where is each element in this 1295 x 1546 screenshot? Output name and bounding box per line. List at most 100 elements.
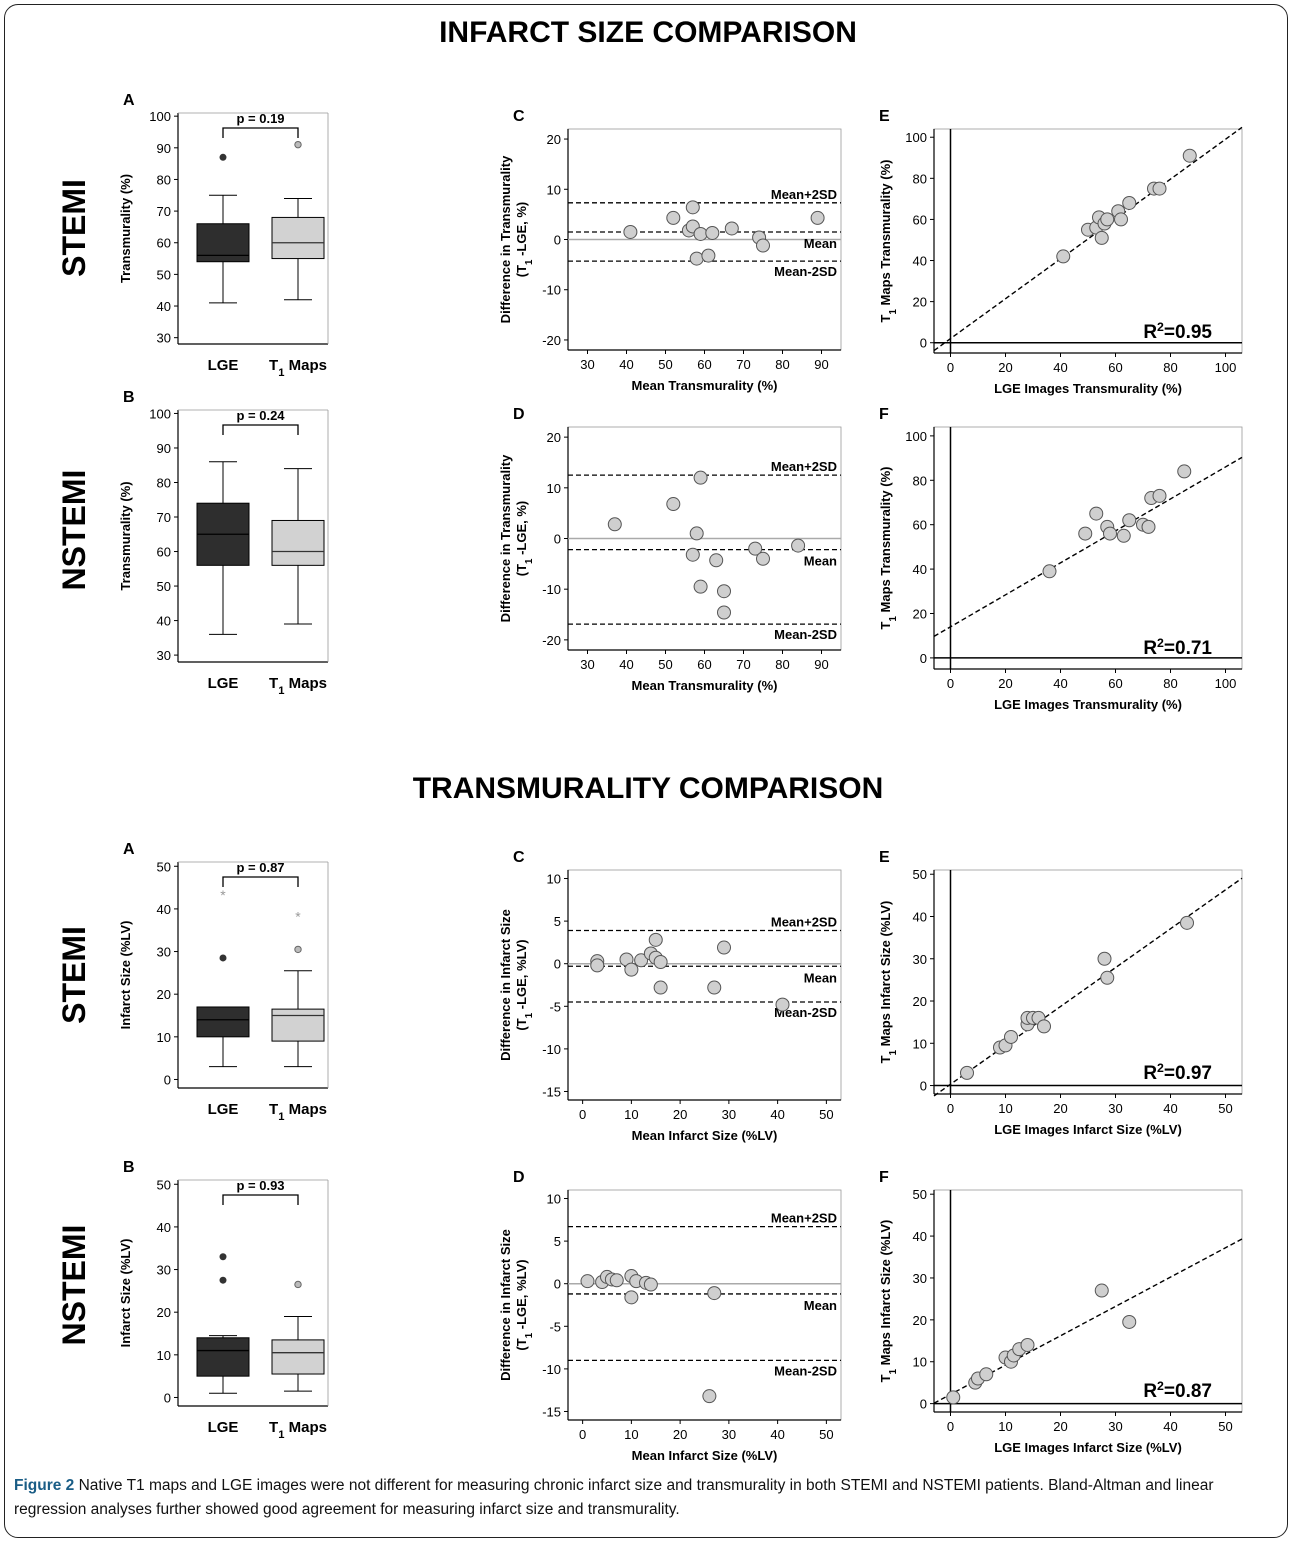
box-t1 <box>271 1008 325 1042</box>
x-tick-label: 80 <box>775 357 789 372</box>
caption-text: Native T1 maps and LGE images were not d… <box>14 1477 1214 1518</box>
chart-s1D: D -20 -10 0 10 20 30 40 50 60 70 80 90 Mean Transmura… <box>498 406 842 693</box>
y-tick-label: 0 <box>920 1397 927 1412</box>
x-tick-label: 0 <box>947 1419 954 1434</box>
y-axis-label: T1 Maps Infarct Size (%LV) <box>878 1220 899 1383</box>
x-category-t1: T1 Maps <box>269 675 327 697</box>
data-point <box>1177 464 1192 479</box>
panel-letter: C <box>513 108 525 125</box>
y-tick-label: -10 <box>542 283 561 298</box>
x-tick-label: 80 <box>775 657 789 672</box>
chart-s1E: E 0 20 40 60 80 100 0 20 40 60 80 100 LGE Images Tran… <box>878 108 1243 396</box>
x-tick-label: 10 <box>998 1419 1012 1434</box>
y-tick-label: 0 <box>554 957 561 972</box>
y-axis-label: (T1 -LGE, %) <box>514 501 535 577</box>
x-axis-label: Mean Infarct Size (%LV) <box>632 1128 778 1143</box>
data-point <box>693 579 708 594</box>
y-tick-label: 30 <box>913 952 927 967</box>
label-mean: Mean <box>804 554 837 569</box>
data-point <box>653 955 668 969</box>
data-point <box>666 210 681 225</box>
y-tick-label: 30 <box>157 945 171 960</box>
y-tick-label: -5 <box>549 1319 561 1334</box>
box-lge <box>196 1337 250 1377</box>
data-point <box>666 497 681 512</box>
label-lower: Mean-2SD <box>774 627 837 642</box>
outlier-t1 <box>294 945 302 954</box>
x-axis-label: LGE Images Infarct Size (%LV) <box>994 1440 1182 1455</box>
y-tick-label: 70 <box>157 204 171 219</box>
chart-s2B: B 0 10 20 30 40 50 Infarct Size (%LV) LGE T1 Maps… <box>118 1159 329 1441</box>
x-tick-label: 50 <box>819 1107 833 1122</box>
y-tick-label: 10 <box>547 182 561 197</box>
chart-s1C: C -20 -10 0 10 20 30 40 50 60 70 80 90 Mean Transmura… <box>498 108 842 393</box>
y-tick-label: 90 <box>157 441 171 456</box>
data-point <box>756 238 770 253</box>
data-point <box>702 1389 717 1404</box>
y-tick-label: 30 <box>157 1263 171 1278</box>
data-point <box>960 1065 974 1080</box>
x-axis-label: LGE Images Transmurality (%) <box>994 697 1182 712</box>
data-point <box>756 551 770 566</box>
y-tick-label: -20 <box>542 333 561 348</box>
y-axis-label: Difference in Transmurality <box>498 454 513 622</box>
x-tick-label: 20 <box>673 1107 687 1122</box>
x-tick-label: 30 <box>580 657 594 672</box>
y-tick-label: 0 <box>164 1072 171 1087</box>
data-point <box>717 940 731 955</box>
outlier-star-lge: * <box>220 887 226 903</box>
x-tick-label: 30 <box>1108 1419 1122 1434</box>
x-tick-label: 60 <box>697 357 711 372</box>
box-lge <box>196 1006 250 1038</box>
y-tick-label: 100 <box>905 429 927 444</box>
y-tick-label: 90 <box>157 141 171 156</box>
panel-letter: A <box>123 841 135 858</box>
chart-s2A: A 0 10 20 30 40 50 Infarct Size (%LV) * LGE * T1 Ma… <box>118 841 329 1123</box>
x-tick-label: 20 <box>998 360 1012 375</box>
data-point <box>1037 1019 1051 1034</box>
x-tick-label: 30 <box>722 1107 736 1122</box>
x-tick-label: 60 <box>697 657 711 672</box>
plot-frame <box>933 426 1243 670</box>
data-point <box>810 210 825 225</box>
plot-frame <box>933 869 1243 1095</box>
y-tick-label: 10 <box>913 1355 927 1370</box>
y-tick-label: 40 <box>157 902 171 917</box>
data-point <box>707 980 722 995</box>
x-tick-label: 60 <box>1108 676 1122 691</box>
box-t1 <box>271 216 325 260</box>
y-axis-label: Transmurality (%) <box>118 174 133 283</box>
data-point <box>1100 970 1115 985</box>
x-tick-label: 40 <box>619 657 633 672</box>
figure-frame <box>4 4 1288 1538</box>
data-point <box>705 225 720 240</box>
caption-label: Figure 2 <box>14 1477 75 1494</box>
x-tick-label: 10 <box>624 1427 638 1442</box>
r-squared-label: R2=0.71 <box>1143 636 1212 659</box>
y-tick-label: 20 <box>913 994 927 1009</box>
label-mean: Mean <box>804 970 837 985</box>
data-point <box>1114 212 1128 227</box>
outlier-t1 <box>294 140 302 149</box>
label-lower: Mean-2SD <box>774 1005 837 1020</box>
y-tick-label: 10 <box>547 872 561 887</box>
x-tick-label: 50 <box>1218 1419 1232 1434</box>
box-t1 <box>271 519 325 566</box>
x-tick-label: 20 <box>1053 1101 1067 1116</box>
x-category-lge: LGE <box>208 1419 239 1436</box>
y-tick-label: 20 <box>157 987 171 1002</box>
y-tick-label: 0 <box>554 233 561 248</box>
data-point <box>1094 230 1109 245</box>
y-tick-label: 50 <box>157 267 171 282</box>
data-point <box>1097 951 1112 966</box>
x-tick-label: 90 <box>814 657 828 672</box>
panel-letter: B <box>123 1159 135 1176</box>
y-tick-label: 50 <box>157 579 171 594</box>
y-tick-label: 40 <box>157 614 171 629</box>
data-point <box>623 224 638 239</box>
outlier-star-t1: * <box>295 908 301 924</box>
data-point <box>634 953 649 968</box>
x-tick-label: 30 <box>580 357 594 372</box>
row-label-nstemi-1: NSTEMI <box>56 470 92 591</box>
x-tick-label: 20 <box>1053 1419 1067 1434</box>
